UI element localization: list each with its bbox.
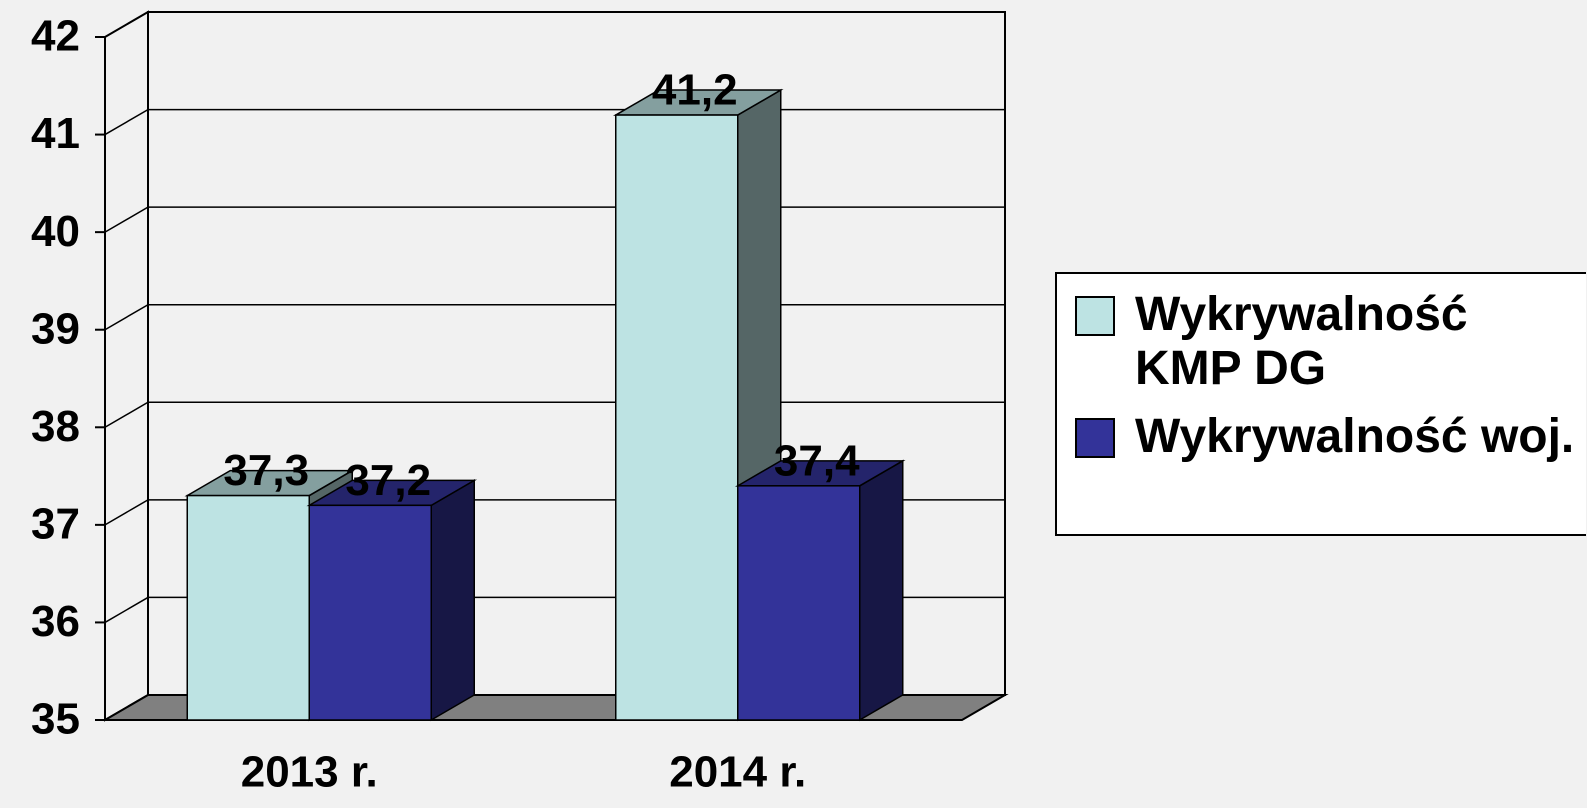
- side-wall: [104, 10, 149, 722]
- y-tick-label: 36: [31, 597, 80, 646]
- legend-label: Wykrywalność KMP DG: [1135, 288, 1468, 395]
- value-label: 41,2: [652, 66, 738, 115]
- bar-group: [306, 479, 478, 722]
- grid-line: [104, 401, 1005, 428]
- y-tick-label: 39: [31, 304, 80, 353]
- grid-line: [104, 206, 1005, 233]
- bar-side: [430, 479, 475, 722]
- grid-line: [104, 303, 1005, 331]
- legend: Wykrywalność KMP DG Wykrywalność woj.: [1055, 272, 1586, 536]
- legend-swatch: [1075, 418, 1115, 458]
- y-tick-label: 40: [31, 207, 80, 256]
- grid-line: [104, 108, 1005, 136]
- legend-item: Wykrywalność woj.: [1075, 410, 1586, 464]
- x-tick-label: 2013 r.: [241, 748, 378, 797]
- bar: [308, 504, 432, 721]
- bar-side: [859, 459, 904, 722]
- value-label: 37,2: [345, 456, 431, 505]
- grid-line: [104, 11, 1005, 38]
- bar-group: [734, 459, 906, 722]
- value-label: 37,3: [223, 446, 309, 495]
- y-tick-label: 38: [31, 402, 80, 451]
- bar: [615, 114, 739, 721]
- x-tick-label: 2014 r.: [669, 748, 806, 797]
- bar: [737, 485, 861, 721]
- y-tick-label: 37: [31, 499, 80, 548]
- legend-label: Wykrywalność woj.: [1135, 410, 1575, 463]
- bar: [186, 494, 310, 721]
- y-tick-label: 35: [31, 695, 80, 744]
- value-label: 37,4: [774, 436, 860, 485]
- y-tick-label: 41: [31, 109, 80, 158]
- y-tick-label: 42: [31, 12, 80, 61]
- legend-swatch: [1075, 296, 1115, 336]
- legend-item: Wykrywalność KMP DG: [1075, 288, 1586, 396]
